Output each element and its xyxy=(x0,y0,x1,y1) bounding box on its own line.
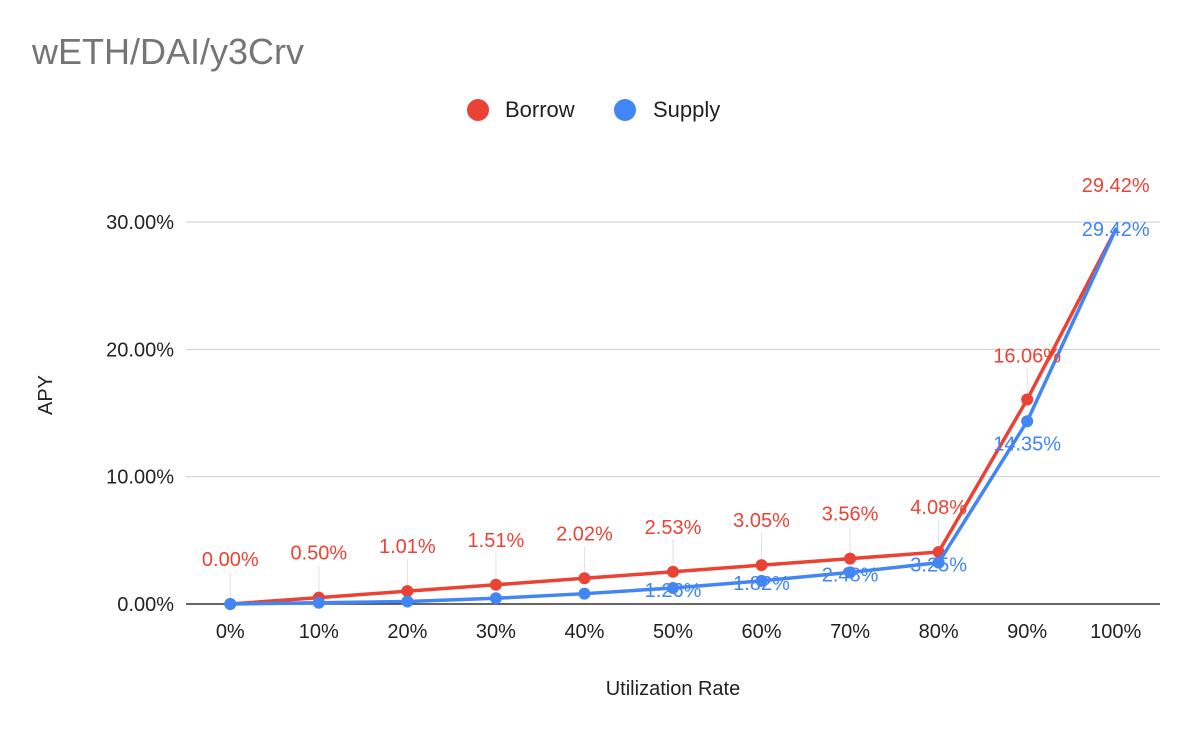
label-leaders xyxy=(229,368,1028,598)
data-label-borrow: 16.06% xyxy=(993,346,1061,368)
x-tick-label: 20% xyxy=(387,621,427,643)
data-point-supply[interactable] xyxy=(932,556,945,569)
x-tick-label: 70% xyxy=(830,621,870,643)
legend-marker-borrow xyxy=(467,99,489,121)
series-borrow xyxy=(224,227,1118,610)
data-point-borrow[interactable] xyxy=(401,585,414,598)
x-tick-label: 100% xyxy=(1090,621,1141,643)
data-label-borrow: 2.53% xyxy=(645,517,702,539)
data-label-supply: 29.42% xyxy=(1082,219,1150,241)
data-point-borrow[interactable] xyxy=(489,578,502,591)
series-supply xyxy=(224,227,1118,610)
y-tick-label: 0.00% xyxy=(117,594,174,616)
data-label-borrow: 4.08% xyxy=(910,497,967,519)
data-label-borrow: 2.02% xyxy=(556,523,613,545)
y-tick-label: 10.00% xyxy=(106,467,174,489)
gridlines xyxy=(186,221,1160,478)
legend-item-borrow[interactable]: Borrow xyxy=(467,97,575,122)
y-tick-label: 20.00% xyxy=(106,339,174,361)
x-tick-label: 30% xyxy=(476,621,516,643)
data-point-borrow[interactable] xyxy=(844,552,857,565)
series xyxy=(224,227,1118,610)
data-label-borrow: 3.56% xyxy=(822,504,879,526)
data-label-supply: 14.35% xyxy=(993,433,1061,455)
x-axis-title: Utilization Rate xyxy=(606,678,741,700)
data-point-supply[interactable] xyxy=(489,592,502,605)
x-tick-label: 90% xyxy=(1007,621,1047,643)
data-label-supply: 1.26% xyxy=(645,580,702,602)
data-point-supply[interactable] xyxy=(1021,415,1034,428)
data-label-borrow: 0.50% xyxy=(290,543,347,565)
data-point-supply[interactable] xyxy=(578,587,591,600)
data-labels: 0.00% 0.50% 1.01% 1.51% 2.02% 2.53% 3.05% 3.56%… xyxy=(202,175,1150,602)
x-tick-label: 0% xyxy=(216,621,245,643)
data-point-supply[interactable] xyxy=(667,581,679,594)
data-point-supply[interactable] xyxy=(312,596,325,609)
x-tick-label: 50% xyxy=(653,621,693,643)
data-label-borrow: 29.42% xyxy=(1082,175,1150,197)
data-point-supply[interactable] xyxy=(755,574,768,587)
x-tick-label: 80% xyxy=(919,621,959,643)
data-label-borrow: 1.01% xyxy=(379,536,436,558)
chart-title: wETH/DAI/y3Crv xyxy=(31,31,304,72)
legend-label-borrow: Borrow xyxy=(505,97,575,122)
y-axis-title: APY xyxy=(35,375,57,415)
data-label-supply: 1.82% xyxy=(733,573,790,595)
legend: Borrow Supply xyxy=(467,97,720,122)
data-point-supply[interactable] xyxy=(844,566,857,579)
x-tick-label: 10% xyxy=(299,621,339,643)
data-label-supply: 3.25% xyxy=(910,555,967,577)
y-axis-ticks: 0.00% 10.00% 20.00% 30.00% xyxy=(106,212,174,616)
data-point-borrow[interactable] xyxy=(667,565,679,578)
data-point-supply[interactable] xyxy=(401,595,414,608)
y-tick-label: 30.00% xyxy=(106,212,174,234)
x-tick-label: 40% xyxy=(564,621,604,643)
data-point-supply[interactable] xyxy=(224,598,237,610)
data-label-borrow: 3.05% xyxy=(733,510,790,532)
x-tick-label: 60% xyxy=(742,621,782,643)
legend-marker-supply xyxy=(614,99,636,121)
data-point-borrow[interactable] xyxy=(1021,393,1034,406)
data-point-borrow[interactable] xyxy=(578,572,591,585)
x-axis-ticks: 0% 10% 20% 30% 40% 50% 60% 70% 80% 90% 100% xyxy=(216,621,1142,643)
data-label-borrow: 1.51% xyxy=(468,530,525,552)
data-label-supply: 2.48% xyxy=(822,564,879,586)
legend-item-supply[interactable]: Supply xyxy=(614,97,720,122)
data-point-borrow[interactable] xyxy=(755,559,768,572)
data-label-borrow: 0.00% xyxy=(202,549,259,571)
legend-label-supply: Supply xyxy=(653,97,720,122)
